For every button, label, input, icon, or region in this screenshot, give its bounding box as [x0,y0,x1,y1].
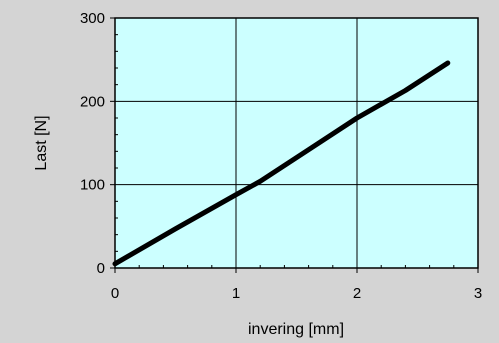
x-tick-label: 3 [474,285,482,302]
y-tick-label: 200 [80,93,105,110]
x-tick-label: 2 [353,285,361,302]
series-group [112,60,451,267]
x-tick-label: 0 [111,285,119,302]
x-tick-label: 1 [232,285,240,302]
gridlines [115,18,478,268]
x-axis-label: invering [mm] [248,321,344,338]
series-line [112,60,451,267]
y-tick-label: 0 [97,260,105,277]
y-tick-label: 100 [80,177,105,194]
y-axis-label: Last [N] [33,115,50,170]
plot-border [114,17,479,269]
y-tick-labels: 0 100 200 300 [80,10,105,277]
y-tick-label: 300 [80,10,105,27]
x-tick-labels: 0 1 2 3 [111,285,482,302]
